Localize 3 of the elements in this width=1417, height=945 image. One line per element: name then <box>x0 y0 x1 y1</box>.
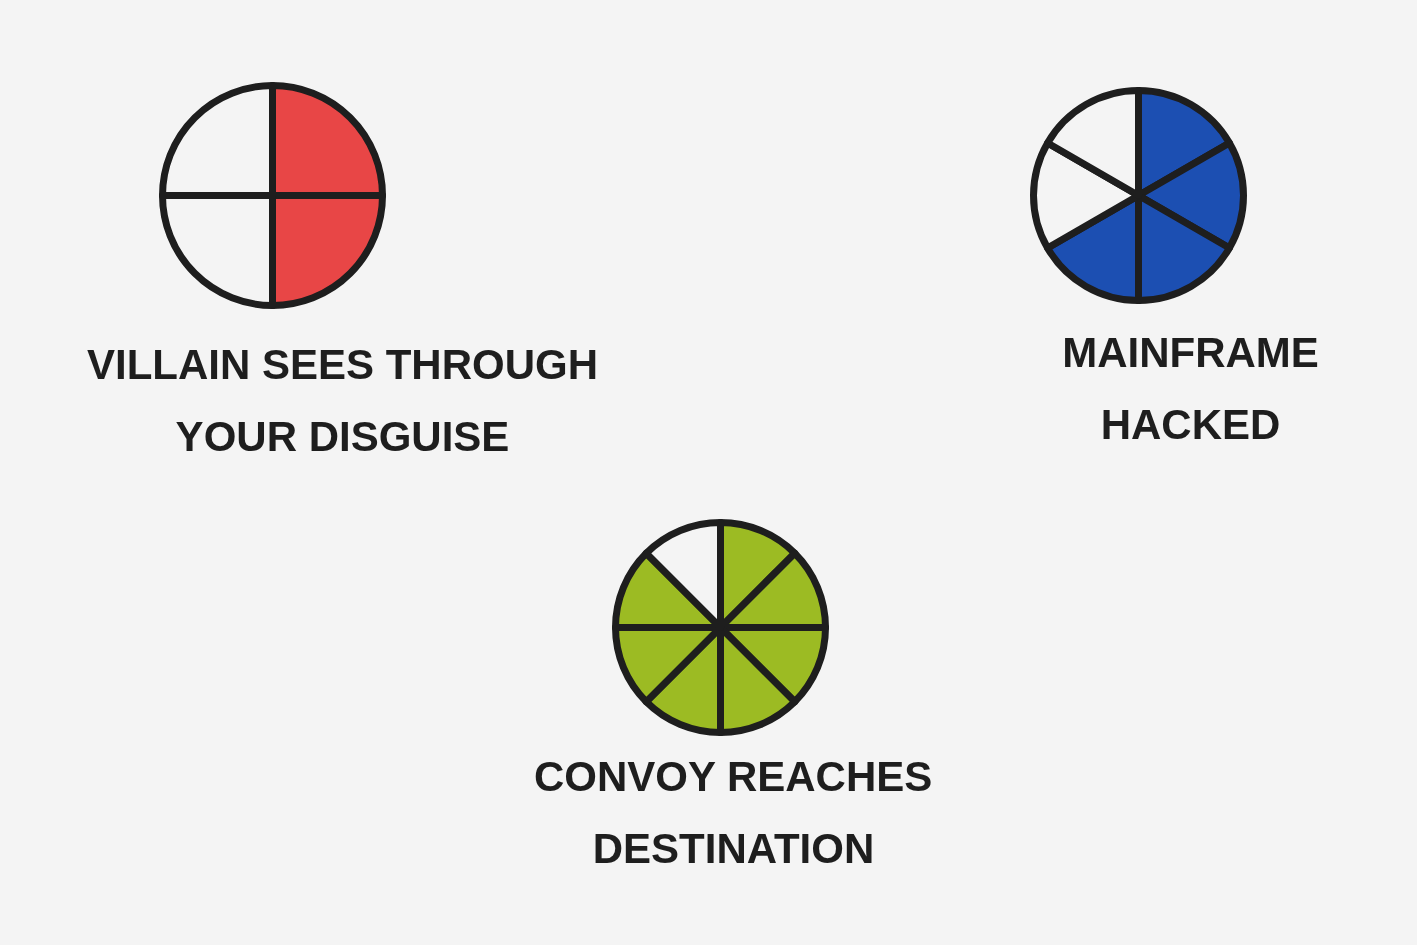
text: CONVOY REACHES DESTINATION <box>533 752 933 873</box>
text: MAINFRAME HACKED <box>1062 328 1319 449</box>
text: VILLAIN SEES THROUGH YOUR DISGUISE <box>86 340 599 461</box>
